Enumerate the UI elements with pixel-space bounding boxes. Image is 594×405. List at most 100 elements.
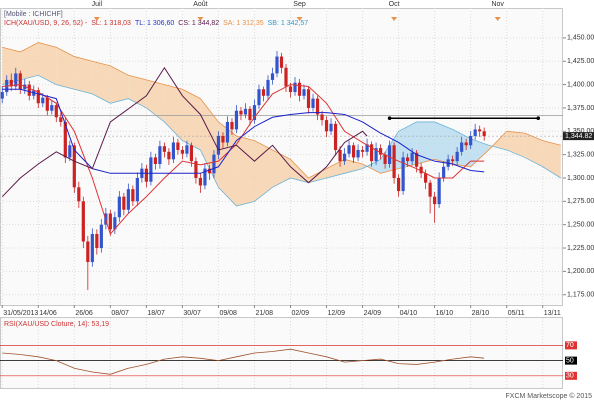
x-tick-label: 24/09 [364, 310, 382, 317]
legend-entry: SA: 1 312,35 [223, 20, 264, 27]
candle-body [90, 234, 94, 263]
candle-body [86, 241, 90, 263]
y-tick-label: 1,325.00 [567, 151, 594, 158]
legend-entry: SB: 1 342,57 [268, 20, 309, 27]
candle-body [387, 145, 392, 164]
candle-body [369, 144, 374, 162]
candle-body [50, 105, 54, 111]
cloud-segment [290, 159, 309, 183]
candle-body [176, 142, 180, 150]
cloud-segment [74, 56, 93, 94]
candle-body [360, 149, 365, 152]
x-tick-label: 16/10 [436, 310, 454, 317]
candle-body [270, 73, 275, 80]
candle-body [383, 154, 387, 164]
candle-body [108, 213, 112, 230]
candle-body [207, 168, 212, 174]
cloud-segment [236, 135, 255, 206]
rsi-title: RSI(XAU/USD Cloture, 14): 53,19 [4, 321, 109, 328]
candle-body [144, 168, 148, 182]
candle-body [216, 135, 221, 155]
candle-body [424, 173, 428, 183]
x-tick-label: 21/08 [255, 310, 273, 317]
month-marker [494, 17, 501, 21]
candle-body [212, 154, 216, 174]
x-tick-label: 05/11 [508, 310, 525, 317]
candle-body [324, 120, 329, 132]
candle-body [36, 90, 40, 104]
candle-body [135, 177, 139, 202]
x-tick-label: 04/10 [400, 310, 418, 317]
candle-body [406, 157, 410, 162]
candle-body [419, 166, 423, 174]
candle-body [469, 135, 473, 146]
y-tick-label: 1,400.00 [567, 81, 594, 88]
candle-body [81, 201, 85, 242]
cloud-segment [92, 61, 111, 104]
x-tick-label: 14/06 [39, 310, 57, 317]
candle-body [14, 73, 18, 87]
candle-body [95, 234, 99, 249]
month-label: Sep [293, 1, 306, 8]
candle-body [275, 56, 279, 74]
legend-entry: SL: 1 318,03 [91, 20, 131, 27]
cloud-segment [506, 131, 525, 158]
y-tick-label: 1,425.00 [567, 58, 594, 65]
cloud-segment [56, 47, 75, 90]
candle-body [257, 89, 261, 106]
y-tick-label: 1,175.00 [567, 292, 594, 299]
candle-body [442, 166, 446, 178]
y-tick-label: 1,275.00 [567, 198, 594, 205]
rsi-level-tag [565, 341, 577, 350]
month-label: Nov [491, 1, 504, 8]
cloud-edge [2, 42, 561, 179]
candle-body [122, 196, 126, 210]
candle-body [243, 108, 248, 115]
candle-body [428, 182, 432, 197]
indicator-line [2, 88, 485, 174]
month-marker [391, 17, 398, 21]
candle-body [18, 73, 22, 90]
cloud-segment [416, 121, 435, 164]
cloud-segment [20, 42, 39, 80]
candle-body [158, 146, 162, 164]
candle-body [153, 157, 157, 164]
candle-body [266, 79, 270, 96]
candle-body [279, 56, 284, 68]
candle-body [306, 89, 311, 108]
candle-body [284, 67, 288, 87]
cloud-segment [128, 75, 147, 108]
rsi-panel [0, 317, 563, 389]
candle-body [59, 117, 63, 122]
candle-body [455, 151, 459, 162]
candle-body [167, 151, 171, 160]
rsi-level-tag [565, 371, 577, 380]
x-tick-label: 30/07 [183, 310, 201, 317]
y-tick-label: 1,250.00 [567, 222, 594, 229]
y-tick-label: 1,375.00 [567, 105, 594, 112]
cloud-segment [272, 149, 291, 188]
candle-body [9, 79, 13, 87]
cloud-segment [524, 133, 543, 167]
candle-body [0, 92, 4, 99]
candle-body [27, 84, 31, 96]
trend-handle [387, 116, 392, 121]
candle-body [221, 135, 225, 143]
candle-body [288, 86, 293, 93]
y-tick-label: 1,300.00 [567, 175, 594, 182]
candle-body [54, 105, 58, 118]
candle-body [99, 224, 103, 249]
candle-body [194, 161, 198, 178]
y-tick-label: 1,200.00 [567, 268, 594, 275]
candle-body [117, 196, 121, 218]
candle-body [482, 131, 486, 137]
candle-body [189, 145, 194, 162]
candle-body [180, 149, 185, 154]
candle-body [225, 121, 230, 143]
legend-entry: ICH(XAU/USD, 9, 26, 52) - [4, 20, 88, 27]
legend-entry: CS: 1 344,82 [178, 20, 219, 27]
candle-body [320, 114, 324, 121]
candle-body [365, 144, 369, 152]
indicator-line [1, 66, 368, 198]
month-marker [93, 17, 100, 21]
